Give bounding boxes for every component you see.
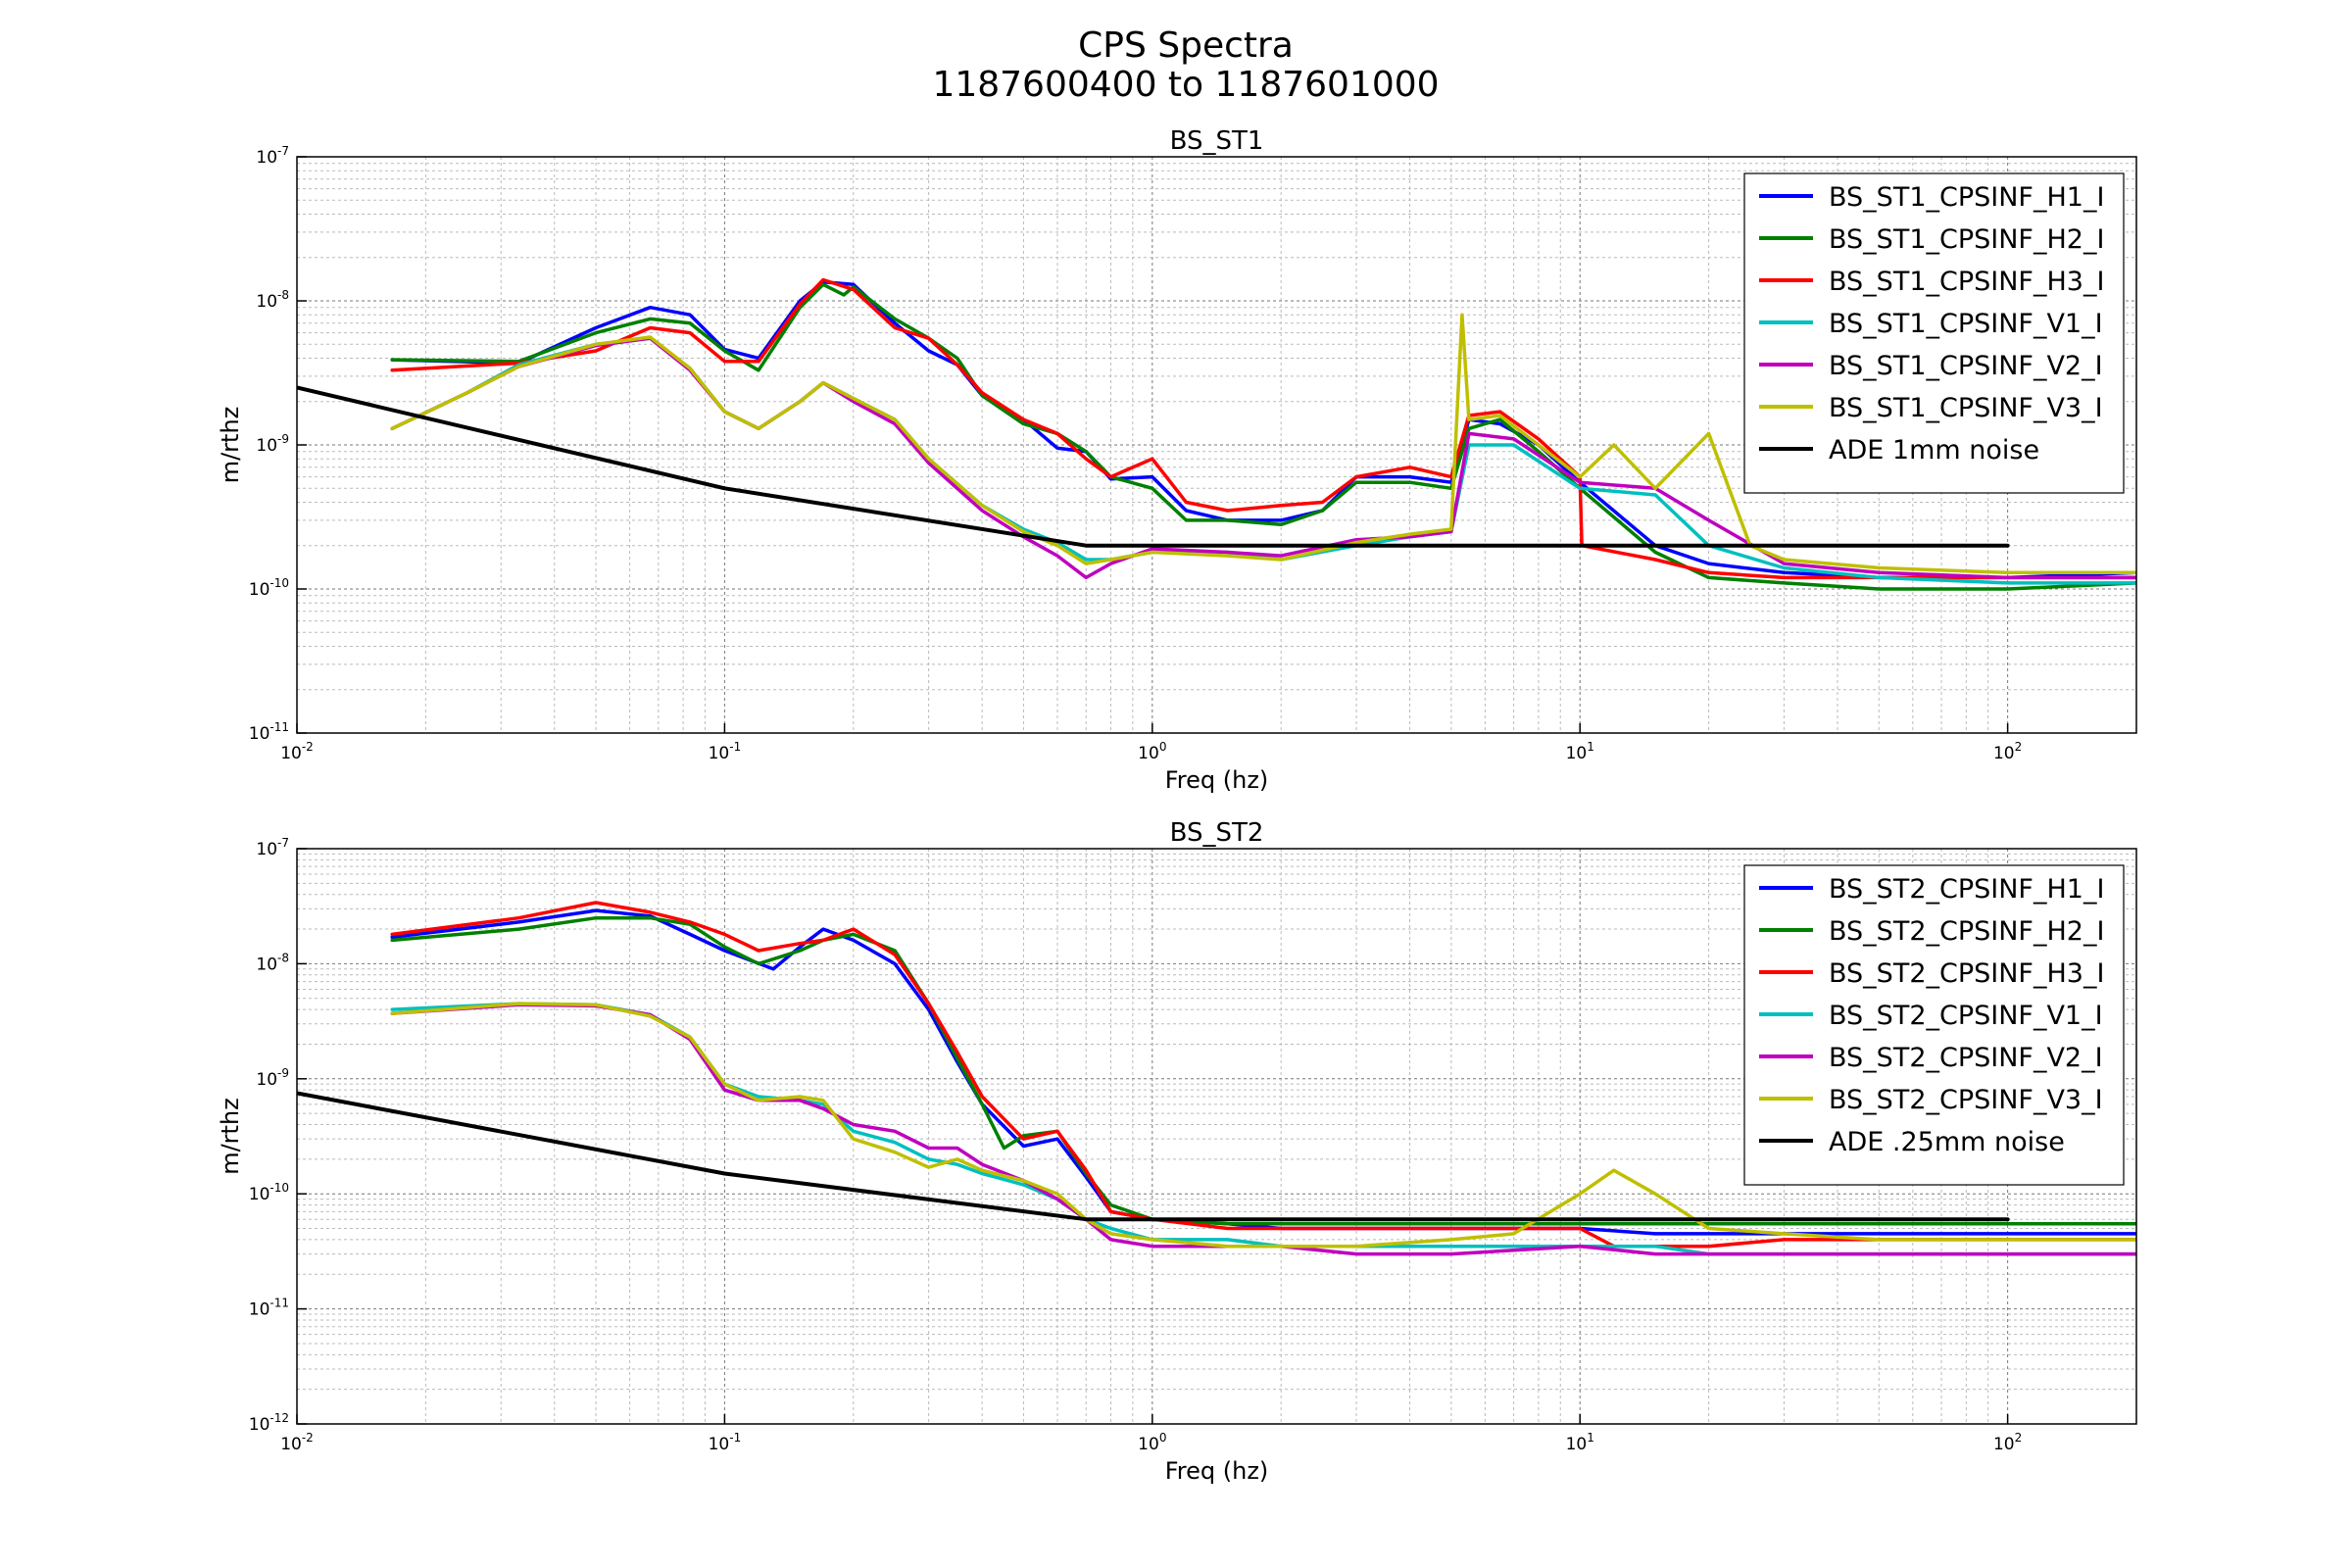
y-tick-label: 10-10: [249, 1181, 289, 1204]
figure-title-line1: CPS Spectra: [1078, 25, 1294, 66]
legend-label-4: BS_ST2_CPSINF_V1_I: [1829, 1001, 2103, 1031]
chart-title: BS_ST2: [1170, 818, 1264, 848]
y-tick-label: 10-9: [256, 432, 289, 456]
x-axis-label: Freq (hz): [1165, 766, 1269, 794]
legend: BS_ST2_CPSINF_H1_I BS_ST2_CPSINF_H2_I BS_S…: [1743, 864, 2125, 1186]
y-axis-label: m/rthz: [217, 407, 244, 484]
chart-panel-2: 10-2 10-1 100 101 102 10-12 10-11 10-10 10-9 10-8…: [217, 818, 2137, 1485]
x-tick-label: 10-2: [280, 1431, 314, 1454]
series-line-7: [297, 1091, 2010, 1222]
legend-label-1: BS_ST1_CPSINF_H1_I: [1829, 182, 2104, 213]
legend-label-6: BS_ST1_CPSINF_V3_I: [1829, 393, 2103, 423]
ticks: 10-2 10-1 100 101 102 10-11 10-10 10-9 10-8 10-7: [249, 144, 2023, 763]
legend-label-4: BS_ST1_CPSINF_V1_I: [1829, 309, 2103, 339]
legend-label-5: BS_ST1_CPSINF_V2_I: [1829, 351, 2103, 381]
x-tick-label: 102: [1993, 740, 2022, 763]
chart-title: BS_ST1: [1170, 126, 1264, 156]
y-tick-label: 10-10: [249, 576, 289, 600]
y-tick-label: 10-7: [256, 144, 289, 168]
y-tick-label: 10-7: [256, 836, 289, 859]
legend: BS_ST1_CPSINF_H1_I BS_ST1_CPSINF_H2_I BS_S…: [1743, 172, 2125, 494]
x-tick-label: 102: [1993, 1431, 2022, 1454]
series-line-7: [297, 385, 2010, 548]
series-line-2: [390, 915, 2136, 1226]
legend-box: [1743, 172, 2125, 494]
x-tick-label: 101: [1566, 740, 1594, 763]
legend-label-1: BS_ST2_CPSINF_H1_I: [1829, 874, 2104, 905]
legend-label-3: BS_ST1_CPSINF_H3_I: [1829, 267, 2104, 297]
series-line-6: [390, 313, 2136, 575]
legend-label-2: BS_ST2_CPSINF_H2_I: [1829, 916, 2104, 947]
series-line-1: [390, 908, 2136, 1236]
y-tick-label: 10-8: [256, 951, 289, 974]
legend-label-6: BS_ST2_CPSINF_V3_I: [1829, 1085, 2103, 1115]
x-tick-label: 10-1: [709, 740, 742, 763]
legend-label-7: ADE 1mm noise: [1829, 435, 2039, 466]
series-group: [297, 277, 2136, 591]
legend-label-5: BS_ST2_CPSINF_V2_I: [1829, 1043, 2103, 1073]
chart-panels: 10-2 10-1 100 101 102 10-11 10-10 10-9 10-8 10-7 B…: [217, 126, 2137, 1485]
x-tick-label: 100: [1138, 1431, 1166, 1454]
series-line-6: [390, 1002, 2136, 1249]
legend-label-2: BS_ST1_CPSINF_H2_I: [1829, 224, 2104, 255]
y-tick-label: 10-11: [249, 1297, 289, 1320]
ticks: 10-2 10-1 100 101 102 10-12 10-11 10-10 10-9 10-8…: [249, 836, 2023, 1454]
series-line-5: [390, 1003, 2136, 1256]
series-group: [297, 901, 2136, 1256]
figure-title-line2: 1187600400 to 1187601000: [932, 65, 1439, 105]
legend-label-3: BS_ST2_CPSINF_H3_I: [1829, 958, 2104, 989]
y-tick-label: 10-9: [256, 1066, 289, 1090]
x-tick-label: 100: [1138, 740, 1166, 763]
x-tick-label: 10-1: [709, 1431, 742, 1454]
y-tick-label: 10-11: [249, 720, 289, 744]
x-tick-label: 101: [1566, 1431, 1594, 1454]
y-tick-label: 10-8: [256, 288, 289, 312]
y-tick-label: 10-12: [249, 1411, 289, 1435]
legend-label-7: ADE .25mm noise: [1829, 1127, 2065, 1157]
chart-panel-1: 10-2 10-1 100 101 102 10-11 10-10 10-9 10-8 10-7 B…: [217, 126, 2137, 794]
legend-box: [1743, 864, 2125, 1186]
y-axis-label: m/rthz: [217, 1098, 244, 1175]
x-axis-label: Freq (hz): [1165, 1457, 1269, 1485]
axes-frame: [296, 848, 2137, 1425]
x-tick-label: 10-2: [280, 740, 314, 763]
series-line-1: [390, 280, 2136, 580]
